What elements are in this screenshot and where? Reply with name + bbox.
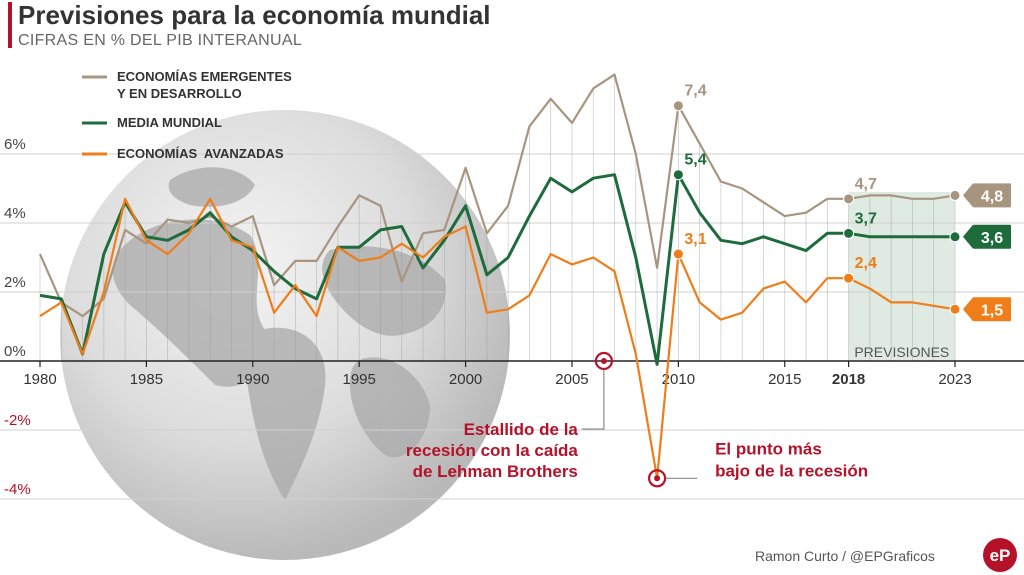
point-marker bbox=[672, 100, 684, 112]
point-value-label: 3,1 bbox=[684, 231, 706, 248]
point-marker bbox=[843, 227, 855, 239]
y-tick-label: 6% bbox=[4, 136, 26, 153]
globe-background bbox=[60, 110, 510, 560]
chart-subtitle: CIFRAS EN % DEL PIB INTERANUAL bbox=[18, 32, 303, 49]
legend-label-mundial: MEDIA MUNDIAL bbox=[117, 115, 222, 130]
point-marker bbox=[949, 231, 961, 243]
x-tick-label: 1985 bbox=[130, 371, 163, 388]
legend-label-emergentes-line1: ECONOMÍAS EMERGENTES bbox=[117, 69, 292, 84]
x-tick-label: 1990 bbox=[236, 371, 269, 388]
source-credit: Ramon Curto / @EPGraficos bbox=[755, 548, 935, 564]
end-badge bbox=[973, 297, 1011, 322]
lehman-annotation-line: recesión con la caída bbox=[406, 441, 579, 460]
point-marker bbox=[672, 169, 684, 181]
x-tick-label: 1980 bbox=[23, 371, 56, 388]
end-badge-arrow bbox=[963, 224, 973, 249]
x-tick-label: 2018 bbox=[832, 371, 865, 388]
end-badge bbox=[973, 224, 1011, 249]
y-tick-label: 4% bbox=[4, 205, 26, 222]
lehman-annotation-line: de Lehman Brothers bbox=[413, 462, 578, 481]
low-point-annotation-line: El punto más bbox=[715, 439, 822, 458]
point-value-label: 4,7 bbox=[855, 176, 877, 193]
end-value-label: 3,6 bbox=[981, 230, 1003, 247]
forecast-band bbox=[848, 191, 955, 361]
lehman-annotation-line: Estallido de la bbox=[464, 420, 579, 439]
point-marker bbox=[843, 193, 855, 205]
x-tick-label: 1995 bbox=[342, 371, 375, 388]
legend-label-avanzadas: ECONOMÍAS AVANZADAS bbox=[117, 146, 284, 161]
chart-title: Previsiones para la economía mundial bbox=[18, 0, 491, 30]
lehman-leader-line bbox=[581, 369, 605, 430]
title-accent-bar bbox=[8, 2, 12, 48]
point-marker bbox=[672, 248, 684, 260]
point-value-label: 7,4 bbox=[684, 83, 706, 100]
point-marker bbox=[949, 189, 961, 201]
low-point-annotation-line: bajo de la recesión bbox=[715, 461, 868, 480]
x-tick-label: 2000 bbox=[449, 371, 482, 388]
chart-legend: ECONOMÍAS EMERGENTES Y EN DESARROLLO MED… bbox=[82, 69, 292, 161]
end-badge bbox=[973, 183, 1011, 208]
low-point-marker-dot bbox=[654, 475, 661, 482]
forecast-label: PREVISIONES bbox=[854, 344, 949, 360]
y-tick-label: 0% bbox=[4, 343, 26, 360]
y-tick-label: -4% bbox=[4, 481, 31, 498]
lehman-marker-dot bbox=[600, 358, 607, 364]
point-value-label: 5,4 bbox=[684, 152, 706, 169]
point-marker bbox=[949, 303, 961, 315]
end-badge-arrow bbox=[963, 297, 973, 322]
point-marker bbox=[843, 272, 855, 284]
legend-label-emergentes-line2: Y EN DESARROLLO bbox=[117, 86, 242, 101]
ep-logo: eP bbox=[983, 538, 1017, 572]
x-tick-label: 2010 bbox=[662, 371, 695, 388]
end-value-label: 1,5 bbox=[981, 302, 1003, 319]
x-tick-label: 2015 bbox=[768, 371, 801, 388]
y-tick-label: 2% bbox=[4, 274, 26, 291]
series-line-emergentes bbox=[38, 73, 956, 318]
end-badge-arrow bbox=[963, 183, 973, 208]
x-tick-label: 2023 bbox=[938, 371, 971, 388]
y-tick-label: -2% bbox=[4, 412, 31, 429]
x-tick-label: 2005 bbox=[555, 371, 588, 388]
series-line-avanzadas bbox=[39, 197, 956, 480]
end-value-label: 4,8 bbox=[981, 188, 1003, 205]
point-value-label: 2,4 bbox=[855, 255, 877, 272]
ep-logo-text: eP bbox=[990, 546, 1011, 565]
point-value-label: 3,7 bbox=[855, 210, 877, 227]
